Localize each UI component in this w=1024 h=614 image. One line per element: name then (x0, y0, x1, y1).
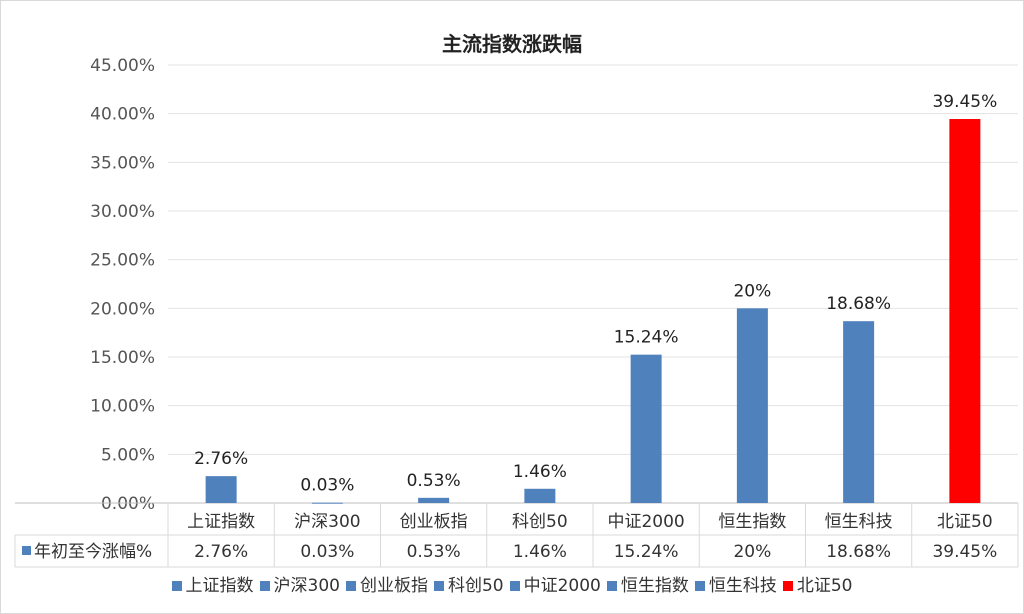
series-name: 年初至今涨幅% (34, 542, 152, 562)
legend-swatch (509, 581, 520, 591)
y-tick-label: 40.00% (90, 105, 155, 125)
category-label: 北证50 (937, 512, 993, 532)
table-value: 0.53% (407, 542, 461, 562)
legend-item: 科创50 (433, 571, 504, 596)
legend-swatch (345, 581, 356, 591)
bar (843, 321, 875, 503)
bar (736, 308, 768, 503)
y-tick-label: 5.00% (101, 445, 155, 465)
legend-swatch (606, 581, 617, 591)
legend-label: 创业板指 (359, 576, 428, 596)
legend-item: 创业板指 (345, 571, 428, 596)
bar (949, 119, 981, 504)
table-value: 15.24% (614, 542, 679, 562)
legend-label: 中证2000 (523, 576, 601, 596)
legend-swatch (782, 581, 793, 591)
table-value: 20% (733, 542, 771, 562)
legend-item: 沪深300 (259, 571, 340, 596)
legend-label: 沪深300 (273, 576, 340, 596)
legend-label: 上证指数 (185, 576, 254, 596)
bar (630, 354, 662, 503)
data-label: 2.76% (194, 449, 248, 469)
data-label: 0.03% (300, 476, 354, 496)
y-tick-label: 0.00% (101, 494, 155, 514)
bar (311, 502, 343, 504)
data-label: 0.53% (407, 471, 461, 491)
category-label: 中证2000 (607, 512, 684, 532)
data-label: 39.45% (932, 92, 997, 112)
category-label: 恒生指数 (718, 512, 786, 532)
y-tick-label: 35.00% (90, 153, 155, 173)
legend-label: 恒生指数 (620, 576, 689, 596)
category-label: 创业板指 (400, 512, 468, 532)
table-value: 39.45% (932, 542, 997, 562)
table-value: 2.76% (194, 542, 248, 562)
legend-swatch (694, 581, 705, 591)
chart-title: 主流指数涨跌幅 (442, 32, 582, 56)
data-label: 18.68% (826, 294, 891, 314)
legend-item: 恒生科技 (694, 571, 777, 596)
legend-item: 恒生指数 (606, 571, 689, 596)
series-swatch (22, 546, 31, 555)
table-value: 18.68% (826, 542, 891, 562)
bar (418, 497, 450, 503)
table-value: 1.46% (513, 542, 567, 562)
data-label: 20% (733, 281, 771, 301)
y-tick-label: 10.00% (90, 397, 155, 417)
category-label: 科创50 (512, 512, 568, 532)
legend-swatch (171, 581, 182, 591)
legend-label: 恒生科技 (708, 576, 777, 596)
legend-label: 北证50 (796, 576, 853, 596)
category-label: 恒生科技 (825, 512, 893, 532)
legend-label: 科创50 (447, 576, 504, 596)
chart-legend: 上证指数 沪深300 创业板指 科创50 中证2000 恒生指数 恒生科技 北证50 (0, 571, 1024, 596)
category-label: 沪深300 (294, 512, 360, 532)
legend-swatch (259, 581, 270, 591)
data-label: 15.24% (614, 328, 679, 348)
category-label: 上证指数 (187, 512, 255, 532)
legend-item: 北证50 (782, 571, 853, 596)
legend-item: 中证2000 (509, 571, 601, 596)
y-tick-label: 30.00% (90, 202, 155, 222)
table-value: 0.03% (300, 542, 354, 562)
y-tick-label: 45.00% (90, 56, 155, 76)
legend-swatch (433, 581, 444, 591)
bar (524, 488, 556, 503)
legend-item: 上证指数 (171, 571, 254, 596)
data-label: 1.46% (513, 462, 567, 482)
y-tick-label: 15.00% (90, 348, 155, 368)
bar (205, 476, 237, 503)
y-tick-label: 25.00% (90, 251, 155, 271)
y-tick-label: 20.00% (90, 299, 155, 319)
